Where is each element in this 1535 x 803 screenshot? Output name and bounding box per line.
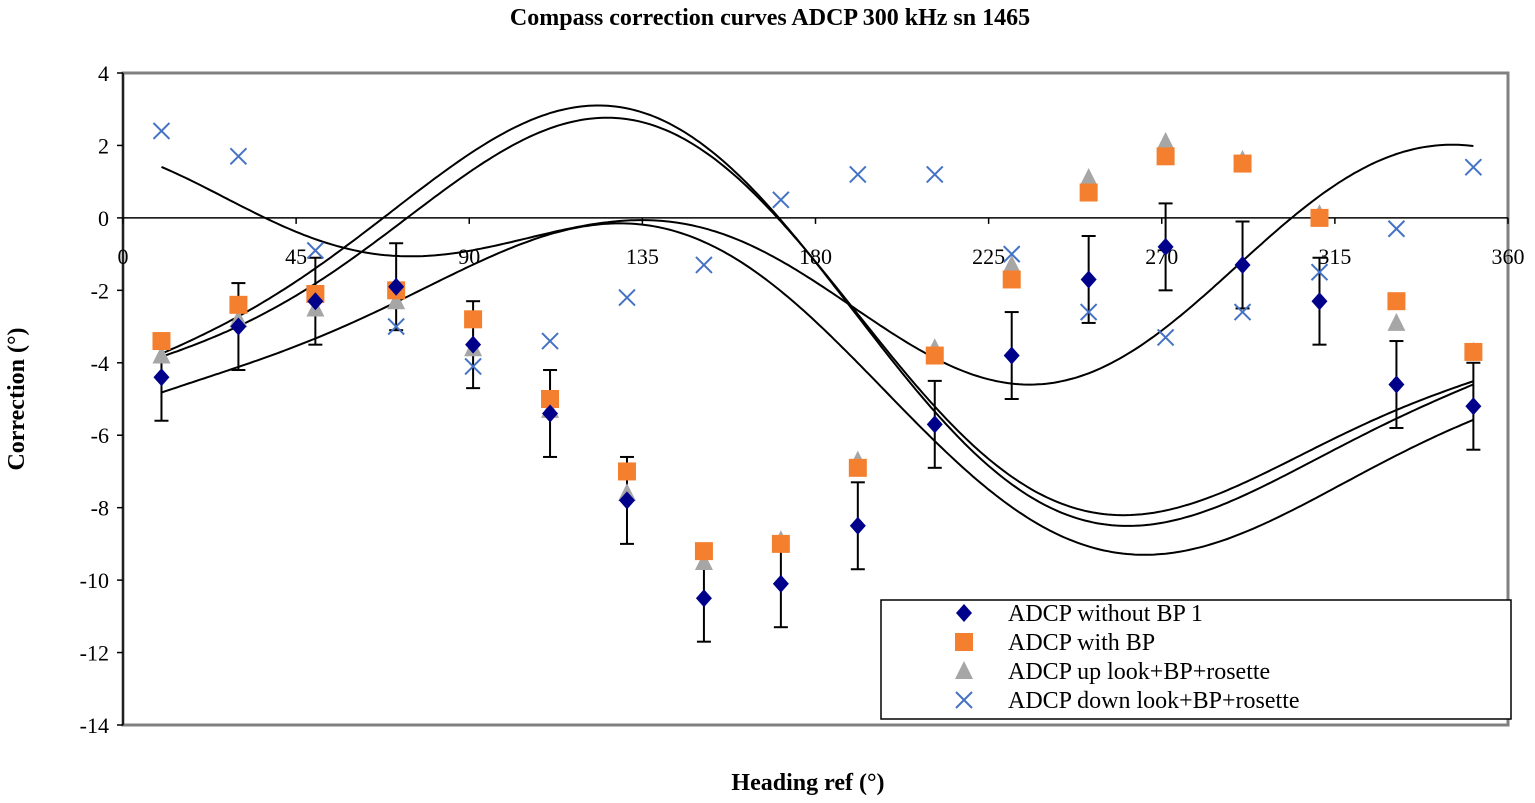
data-point — [541, 390, 560, 408]
data-point — [618, 288, 636, 307]
data-point — [695, 589, 712, 608]
data-point — [388, 277, 405, 296]
data-point — [541, 332, 559, 350]
data-point — [306, 241, 325, 260]
fit-curve — [161, 222, 1474, 556]
data-point — [152, 332, 171, 351]
x-tick-label: 135 — [626, 244, 659, 269]
x-tick-label: 45 — [285, 244, 307, 269]
data-point — [1387, 312, 1406, 331]
x-tick-label: 315 — [1318, 244, 1351, 269]
data-point — [1156, 147, 1175, 166]
data-point — [1387, 220, 1406, 238]
data-point — [926, 415, 943, 434]
data-point — [1156, 131, 1175, 150]
data-point — [1003, 245, 1021, 263]
fit-curves — [161, 104, 1474, 556]
data-point — [925, 346, 944, 365]
y-tick-label: -4 — [91, 351, 109, 376]
data-point — [848, 458, 867, 477]
data-point — [464, 310, 483, 329]
y-tick-label: -12 — [80, 641, 109, 666]
y-tick-label: -10 — [80, 568, 109, 593]
chart-title: Compass correction curves ADCP 300 kHz s… — [510, 5, 1030, 31]
data-point — [617, 462, 636, 481]
data-markers — [152, 122, 1483, 608]
data-point — [1003, 346, 1020, 365]
y-tick-label: 4 — [98, 61, 109, 86]
data-point — [1234, 255, 1251, 274]
data-point — [1079, 303, 1098, 321]
x-axis-title: Heading ref (°) — [731, 770, 884, 796]
data-point — [694, 542, 713, 561]
data-point — [1310, 263, 1329, 281]
data-point — [465, 335, 482, 354]
data-point — [1080, 270, 1097, 289]
y-axis-title: Correction (°) — [4, 327, 30, 470]
x-tick-label: 90 — [458, 244, 480, 269]
data-point — [229, 295, 248, 314]
data-point — [849, 516, 866, 535]
legend: ADCP without BP 1 ADCP with BP ADCP up loo… — [880, 599, 1512, 720]
data-point — [1464, 342, 1483, 361]
data-point — [1079, 168, 1098, 187]
data-point — [229, 147, 248, 166]
data-point — [1079, 183, 1098, 202]
x-tick-label: 360 — [1492, 244, 1525, 269]
data-point — [230, 317, 247, 336]
data-point — [152, 122, 171, 140]
data-point — [618, 491, 635, 510]
data-point — [1002, 254, 1021, 273]
legend-label: ADCP up look+BP+rosette — [1008, 659, 1270, 685]
data-point — [849, 165, 867, 184]
y-tick-label: -14 — [80, 713, 109, 738]
y-tick-label: -2 — [91, 278, 109, 303]
data-point — [695, 256, 713, 274]
data-point — [1233, 303, 1252, 321]
legend-marker — [955, 661, 973, 679]
legend-label: ADCP with BP — [1008, 630, 1155, 656]
data-point — [387, 291, 406, 310]
data-point — [694, 552, 713, 570]
data-point — [1387, 292, 1406, 311]
data-point — [542, 404, 559, 423]
x-tick-label: 225 — [972, 244, 1005, 269]
data-point — [1233, 154, 1252, 173]
data-point — [772, 191, 790, 209]
data-point — [152, 345, 171, 364]
data-point — [1156, 328, 1175, 347]
data-point — [153, 368, 170, 387]
legend-label: ADCP without BP 1 — [1008, 601, 1203, 627]
y-tick-label: -8 — [91, 496, 109, 521]
data-point — [771, 534, 790, 553]
fit-curve — [161, 143, 1474, 386]
legend-marker — [956, 604, 972, 622]
legend-marker — [955, 691, 973, 709]
data-point — [307, 292, 324, 311]
data-point — [1465, 397, 1482, 416]
data-point — [1002, 270, 1021, 289]
data-point — [1388, 375, 1405, 394]
legend-box — [880, 599, 1512, 720]
data-point — [1157, 237, 1174, 256]
data-point — [926, 165, 944, 184]
y-tick-label: -6 — [91, 423, 109, 448]
legend-marker — [955, 633, 973, 651]
data-point — [1310, 208, 1329, 227]
data-point — [1464, 158, 1483, 176]
y-tick-label: 2 — [98, 133, 109, 158]
fit-curve — [161, 104, 1474, 527]
data-point — [387, 317, 405, 336]
legend-label: ADCP down look+BP+rosette — [1008, 688, 1300, 714]
data-point — [772, 574, 789, 593]
data-point — [1311, 292, 1328, 311]
data-point — [464, 357, 482, 376]
y-tick-label: 0 — [98, 206, 109, 231]
